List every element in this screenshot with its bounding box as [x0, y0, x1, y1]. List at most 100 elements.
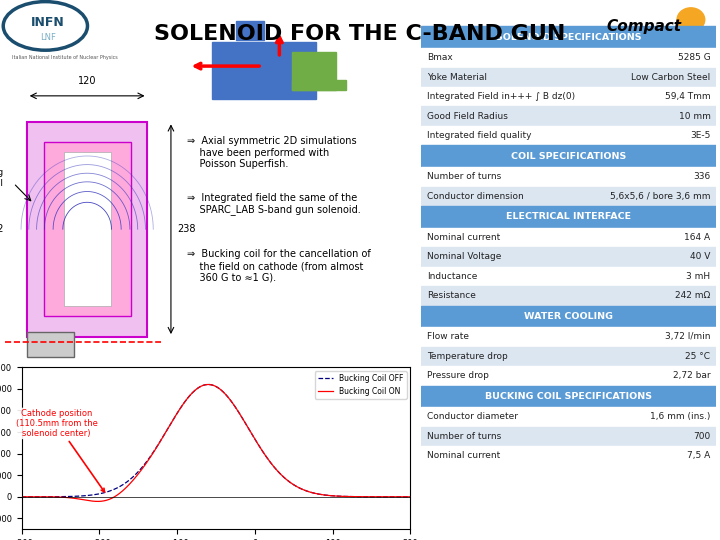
- Bucking Coil OFF: [204, 381, 213, 388]
- Text: Low Carbon Steel: Low Carbon Steel: [631, 73, 711, 82]
- Bar: [421, 167, 716, 186]
- Text: 2,72 bar: 2,72 bar: [673, 372, 711, 380]
- Text: 3 mH: 3 mH: [686, 272, 711, 281]
- Bar: [421, 446, 716, 465]
- Text: ⇒  Integrated field the same of the
    SPARC_LAB S-band gun solenoid.: ⇒ Integrated field the same of the SPARC…: [187, 193, 361, 215]
- Bucking Coil ON: [278, 473, 287, 480]
- Text: Nominal current: Nominal current: [427, 233, 500, 242]
- Bar: [421, 145, 716, 167]
- Bar: [236, 21, 264, 40]
- Text: Bmax: Bmax: [427, 53, 453, 62]
- Bucking Coil OFF: [117, 482, 126, 489]
- Circle shape: [677, 8, 705, 31]
- Bucking Coil ON: [311, 490, 320, 497]
- Bar: [44, 142, 131, 316]
- Bucking Coil ON: [118, 488, 127, 495]
- Text: ⇒  Axial symmetric 2D simulations
    have been performed with
    Poisson Super: ⇒ Axial symmetric 2D simulations have be…: [187, 136, 357, 169]
- Text: 242 mΩ: 242 mΩ: [675, 291, 711, 300]
- Text: Number of turns: Number of turns: [427, 172, 501, 181]
- Text: 238: 238: [178, 224, 196, 234]
- Bar: [421, 186, 716, 206]
- Text: Yoke Material: Yoke Material: [427, 73, 487, 82]
- Bar: [292, 80, 346, 90]
- Text: Resistance: Resistance: [427, 291, 476, 300]
- Text: Integrated Field in+++ ∫ B dz(0): Integrated Field in+++ ∫ B dz(0): [427, 92, 575, 101]
- Bar: [63, 152, 111, 306]
- Bucking Coil OFF: [86, 492, 95, 498]
- Bucking Coil OFF: [193, 385, 202, 392]
- Text: Compact: Compact: [607, 19, 682, 34]
- Text: 5285 G: 5285 G: [678, 53, 711, 62]
- Text: 40 V: 40 V: [690, 252, 711, 261]
- Bar: [27, 332, 73, 357]
- Bar: [421, 306, 716, 327]
- Text: 59,4 Tmm: 59,4 Tmm: [665, 92, 711, 101]
- Text: 25 °C: 25 °C: [685, 352, 711, 361]
- Text: 120: 120: [78, 76, 96, 86]
- Bucking Coil OFF: [247, 430, 256, 436]
- Bar: [421, 407, 716, 427]
- Text: 7,5 A: 7,5 A: [688, 451, 711, 460]
- Text: 35: 35: [63, 373, 75, 383]
- Text: 10 mm: 10 mm: [679, 112, 711, 121]
- Bar: [421, 126, 716, 145]
- Text: Temperature drop: Temperature drop: [427, 352, 508, 361]
- Bar: [421, 48, 716, 68]
- Bucking Coil OFF: [17, 494, 26, 500]
- Text: Conductor dimension: Conductor dimension: [427, 192, 524, 201]
- Text: 336: 336: [693, 172, 711, 181]
- Bar: [421, 247, 716, 267]
- Bar: [421, 227, 716, 247]
- Line: Bucking Coil OFF: Bucking Coil OFF: [22, 384, 410, 497]
- Bar: [421, 366, 716, 386]
- Text: Flow rate: Flow rate: [427, 332, 469, 341]
- Bucking Coil ON: [17, 494, 26, 500]
- Bucking Coil OFF: [310, 490, 319, 497]
- Bar: [421, 347, 716, 366]
- Bar: [421, 427, 716, 446]
- Bar: [421, 206, 716, 227]
- Text: 1,6 mm (ins.): 1,6 mm (ins.): [650, 413, 711, 421]
- Text: Nominal Voltage: Nominal Voltage: [427, 252, 501, 261]
- Text: Pressure drop: Pressure drop: [427, 372, 489, 380]
- Text: Italian National Institute of Nuclear Physics: Italian National Institute of Nuclear Ph…: [12, 55, 117, 59]
- Bar: [421, 26, 716, 48]
- Bar: [421, 327, 716, 347]
- Bucking Coil ON: [194, 384, 202, 391]
- Bar: [421, 87, 716, 106]
- Bar: [212, 42, 316, 99]
- Text: Cathode position
(110.5mm from the
solenoid center): Cathode position (110.5mm from the solen…: [16, 409, 104, 492]
- Text: Bucking
Coil: Bucking Coil: [0, 168, 4, 187]
- Legend: Bucking Coil OFF, Bucking Coil ON: Bucking Coil OFF, Bucking Coil ON: [315, 371, 407, 399]
- Text: COIL SPECIFICATIONS: COIL SPECIFICATIONS: [511, 152, 626, 161]
- Text: 3,72 l/min: 3,72 l/min: [665, 332, 711, 341]
- Bar: [421, 286, 716, 306]
- Text: Number of turns: Number of turns: [427, 432, 501, 441]
- Text: Integrated field quality: Integrated field quality: [427, 131, 531, 140]
- Bucking Coil ON: [204, 381, 213, 388]
- Bar: [421, 267, 716, 286]
- Text: ELECTRICAL INTERFACE: ELECTRICAL INTERFACE: [506, 212, 631, 221]
- Bucking Coil ON: [406, 494, 415, 500]
- Text: Nominal current: Nominal current: [427, 451, 500, 460]
- Bar: [292, 52, 336, 90]
- Bucking Coil OFF: [406, 494, 415, 500]
- Text: 3E-5: 3E-5: [690, 131, 711, 140]
- Text: SOLENOID SPECIFICATIONS: SOLENOID SPECIFICATIONS: [496, 33, 642, 42]
- Text: LNF: LNF: [40, 33, 56, 42]
- Text: 5,6x5,6 / bore 3,6 mm: 5,6x5,6 / bore 3,6 mm: [610, 192, 711, 201]
- Text: INFN: INFN: [31, 16, 65, 29]
- Text: 164 A: 164 A: [685, 233, 711, 242]
- Bar: [27, 122, 148, 337]
- Text: 30: 30: [37, 373, 50, 383]
- Text: ⇒  Bucking coil for the cancellation of
    the field on cathode (from almost
  : ⇒ Bucking coil for the cancellation of t…: [187, 249, 371, 282]
- Bucking Coil ON: [248, 431, 256, 437]
- Bar: [421, 68, 716, 87]
- Text: SOLENOID FOR THE C-BAND GUN: SOLENOID FOR THE C-BAND GUN: [154, 24, 566, 44]
- Text: 72: 72: [0, 224, 4, 234]
- Bucking Coil OFF: [278, 472, 287, 478]
- Text: Good Field Radius: Good Field Radius: [427, 112, 508, 121]
- Bar: [421, 386, 716, 407]
- Text: 700: 700: [693, 432, 711, 441]
- Text: BUCKING COIL SPECIFICATIONS: BUCKING COIL SPECIFICATIONS: [485, 392, 652, 401]
